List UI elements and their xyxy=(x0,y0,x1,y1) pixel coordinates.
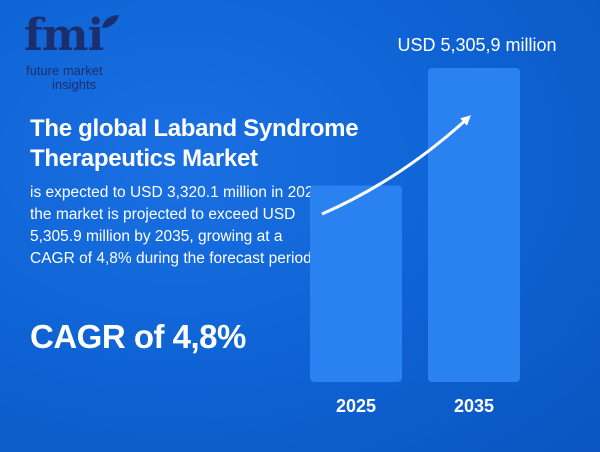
logo-tagline-line1: future market xyxy=(26,63,103,78)
bar-2035 xyxy=(428,68,520,382)
logo-mark: fmi xyxy=(24,10,104,61)
cagr-headline: CAGR of 4,8% xyxy=(30,318,246,355)
bar-value-label: USD 5,305,9 million xyxy=(397,35,557,55)
headline-title: The global Laband Syndrome Therapeutics … xyxy=(30,115,359,172)
x-tick-label-2025: 2025 xyxy=(336,396,376,416)
fmi-logo[interactable]: fmi future market insights xyxy=(24,14,134,98)
growth-arrow xyxy=(321,115,471,216)
logo-tagline-line2: insights xyxy=(52,77,97,92)
x-tick-label-2035: 2035 xyxy=(454,396,494,416)
headline-description: is expected to USD 3,320.1 million in 20… xyxy=(30,184,327,267)
leaf-icon xyxy=(102,15,119,28)
bar-2025 xyxy=(310,185,402,382)
